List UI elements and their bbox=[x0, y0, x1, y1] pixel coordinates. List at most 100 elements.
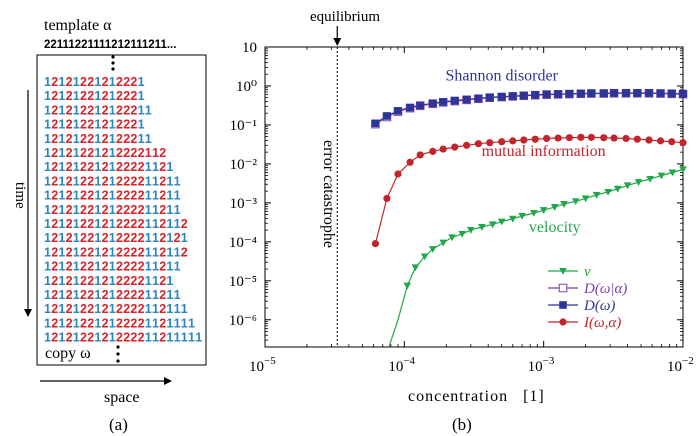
copy-digit: 1 bbox=[73, 274, 80, 288]
copy-digit: 2 bbox=[66, 217, 73, 231]
copy-digit: 1 bbox=[188, 331, 195, 345]
copy-digit: 1 bbox=[44, 75, 51, 89]
copy-digit: 1 bbox=[73, 316, 80, 330]
copy-digit: 2 bbox=[51, 260, 58, 274]
data-point bbox=[610, 134, 618, 142]
copy-digit: 1 bbox=[73, 231, 80, 245]
copy-digit: 1 bbox=[174, 331, 181, 345]
copy-digit: 2 bbox=[80, 217, 87, 231]
copy-digit: 2 bbox=[51, 302, 58, 316]
data-point bbox=[633, 135, 641, 143]
copy-digit: 1 bbox=[166, 274, 173, 288]
copy-digit: 2 bbox=[123, 118, 130, 132]
copy-digit: 2 bbox=[87, 75, 94, 89]
copy-digit: 2 bbox=[80, 260, 87, 274]
copy-row: 12121221212221 bbox=[44, 75, 145, 89]
y-tick-label: 10 bbox=[242, 40, 257, 56]
copy-digit: 1 bbox=[94, 331, 101, 345]
copy-digit: 2 bbox=[51, 174, 58, 188]
data-point bbox=[463, 141, 471, 149]
copy-digit: 1 bbox=[44, 203, 51, 217]
copy-digit: 2 bbox=[159, 217, 166, 231]
copy-digit: 1 bbox=[44, 189, 51, 203]
copy-digit: 1 bbox=[58, 160, 65, 174]
data-point bbox=[542, 90, 551, 99]
y-tick-label: 10⁻³ bbox=[230, 196, 258, 212]
data-point bbox=[519, 91, 528, 100]
data-point bbox=[646, 175, 654, 183]
y-tick-label: 10⁻² bbox=[230, 157, 258, 173]
copy-digit: 1 bbox=[145, 174, 152, 188]
data-point bbox=[622, 134, 630, 143]
copy-digit: 1 bbox=[138, 75, 145, 89]
copy-digit: 1 bbox=[109, 316, 116, 330]
copy-digit: 1 bbox=[73, 260, 80, 274]
copy-digit: 2 bbox=[80, 288, 87, 302]
copy-digit: 2 bbox=[123, 331, 130, 345]
copy-digit: 2 bbox=[102, 189, 109, 203]
copy-digit: 2 bbox=[51, 189, 58, 203]
data-point bbox=[462, 95, 471, 104]
copy-digit: 1 bbox=[145, 288, 152, 302]
data-point bbox=[577, 133, 585, 141]
legend-label: D(ω|α) bbox=[583, 281, 627, 297]
data-point bbox=[645, 89, 653, 97]
copy-digit: 2 bbox=[66, 103, 73, 117]
copy-digit: 1 bbox=[58, 103, 65, 117]
copy-digit: 2 bbox=[159, 174, 166, 188]
data-point bbox=[467, 227, 475, 234]
data-point bbox=[600, 134, 608, 142]
copy-digit: 1 bbox=[109, 89, 116, 103]
legend-marker bbox=[559, 267, 567, 275]
copy-digit: 1 bbox=[109, 132, 116, 146]
copy-digit: 2 bbox=[66, 316, 73, 330]
template-sequence: 22111221111212111211... bbox=[44, 39, 176, 51]
x-tick-label: 10−3 bbox=[528, 355, 555, 375]
series-annotation: velocity bbox=[529, 219, 581, 236]
data-point bbox=[383, 112, 391, 120]
copy-digit: 2 bbox=[138, 189, 145, 203]
data-point bbox=[565, 89, 574, 98]
copy-digit: 1 bbox=[138, 118, 145, 132]
copy-digit: 1 bbox=[174, 189, 181, 203]
annotations: Shannon disorder mutual information veloci… bbox=[446, 67, 606, 236]
panel-a: template α 22111221111212111211... 12121… bbox=[12, 17, 207, 434]
x-tick-label: 10−2 bbox=[667, 355, 694, 375]
copy-digit: 2 bbox=[123, 231, 130, 245]
copy-digit: 2 bbox=[138, 146, 145, 160]
copy-digit: 1 bbox=[174, 316, 181, 330]
copy-digit: 2 bbox=[102, 118, 109, 132]
copy-digit: 2 bbox=[87, 103, 94, 117]
copy-digit: 1 bbox=[109, 302, 116, 316]
copy-digit: 2 bbox=[130, 203, 137, 217]
copy-digit: 1 bbox=[109, 146, 116, 160]
copy-digit: 2 bbox=[130, 89, 137, 103]
copy-digit: 2 bbox=[66, 146, 73, 160]
data-point bbox=[403, 282, 412, 290]
space-label: space bbox=[104, 389, 140, 406]
copy-digit: 2 bbox=[123, 103, 130, 117]
copy-digit: 2 bbox=[130, 132, 137, 146]
copy-digit: 2 bbox=[51, 75, 58, 89]
copy-digit: 2 bbox=[181, 217, 188, 231]
data-point bbox=[531, 91, 540, 99]
copy-digit: 2 bbox=[116, 260, 123, 274]
series-line-d bbox=[375, 92, 684, 124]
copy-digit: 2 bbox=[116, 146, 123, 160]
copy-digit: 1 bbox=[174, 245, 181, 259]
legend-marker bbox=[559, 318, 567, 326]
copy-digit: 2 bbox=[66, 245, 73, 259]
copy-digit: 2 bbox=[130, 331, 137, 345]
y-tick-label: 10⁻⁴ bbox=[229, 235, 257, 251]
data-point bbox=[623, 182, 632, 190]
copy-digit: 1 bbox=[145, 302, 152, 316]
copy-digit: 1 bbox=[44, 217, 51, 231]
copy-digit: 2 bbox=[130, 217, 137, 231]
copy-digit: 2 bbox=[51, 274, 58, 288]
vertical-dots-top bbox=[111, 55, 115, 71]
data-point bbox=[439, 98, 447, 106]
data-point bbox=[508, 92, 517, 100]
copy-digit: 2 bbox=[159, 160, 166, 174]
copy-digit: 1 bbox=[152, 146, 159, 160]
copy-digit: 1 bbox=[58, 274, 65, 288]
